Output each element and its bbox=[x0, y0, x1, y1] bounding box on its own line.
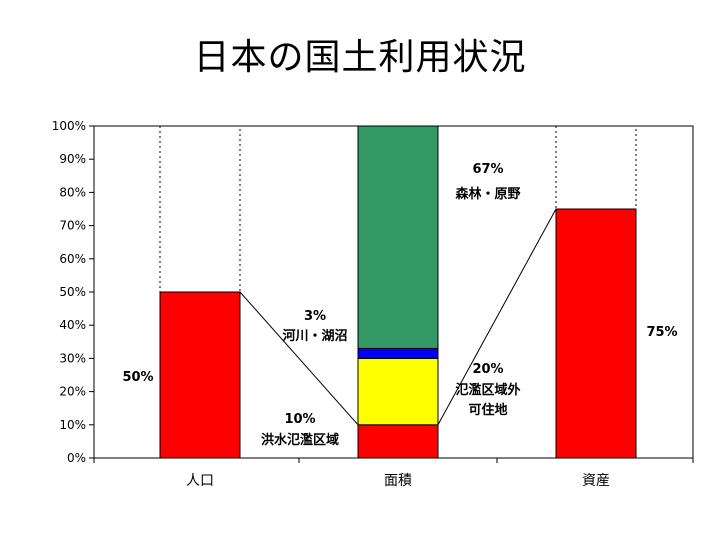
annotation-outside-label-1: 氾濫区域外 bbox=[455, 382, 520, 398]
connector-line-left bbox=[239, 291, 359, 426]
annotation-outside-label-2: 可住地 bbox=[468, 402, 507, 418]
chart-title: 日本の国土利用状況 bbox=[193, 37, 527, 78]
y-tick-label: 10% bbox=[59, 418, 86, 432]
annotation-river-pct: 3% bbox=[304, 309, 326, 324]
bar-面積-series-2 bbox=[357, 347, 439, 359]
y-tick-label: 30% bbox=[59, 351, 86, 365]
y-tick-label: 20% bbox=[59, 385, 86, 399]
y-tick-label: 90% bbox=[59, 152, 86, 166]
annotation-asset-pct: 75% bbox=[646, 325, 677, 340]
bar-面積-series-1 bbox=[357, 357, 439, 426]
y-tick-label: 60% bbox=[59, 252, 86, 266]
annotation-forest-pct: 67% bbox=[472, 162, 503, 177]
annotation-forest-label: 森林・原野 bbox=[455, 186, 520, 202]
bar-面積-series-0 bbox=[357, 424, 439, 459]
annotation-flood-pct: 10% bbox=[284, 412, 315, 427]
connector-line-right bbox=[437, 208, 557, 426]
annotation-pop-pct: 50% bbox=[122, 370, 153, 385]
y-tick-label: 80% bbox=[59, 185, 86, 199]
y-tick-label: 100% bbox=[52, 119, 86, 133]
y-tick-label: 0% bbox=[67, 451, 86, 465]
bar-資産-series-0 bbox=[555, 208, 637, 459]
bar-面積-series-3 bbox=[357, 125, 439, 349]
category-label: 人口 bbox=[186, 473, 214, 489]
y-tick-label: 50% bbox=[59, 285, 86, 299]
category-label: 資産 bbox=[582, 473, 610, 489]
annotation-river-label: 河川・湖沼 bbox=[282, 328, 347, 344]
y-tick-label: 70% bbox=[59, 219, 86, 233]
annotation-outside-pct: 20% bbox=[472, 362, 503, 377]
bar-人口-series-0 bbox=[159, 291, 241, 459]
y-tick-label: 40% bbox=[59, 318, 86, 332]
annotation-flood-label: 洪水氾濫区域 bbox=[261, 432, 339, 448]
category-label: 面積 bbox=[384, 473, 412, 489]
